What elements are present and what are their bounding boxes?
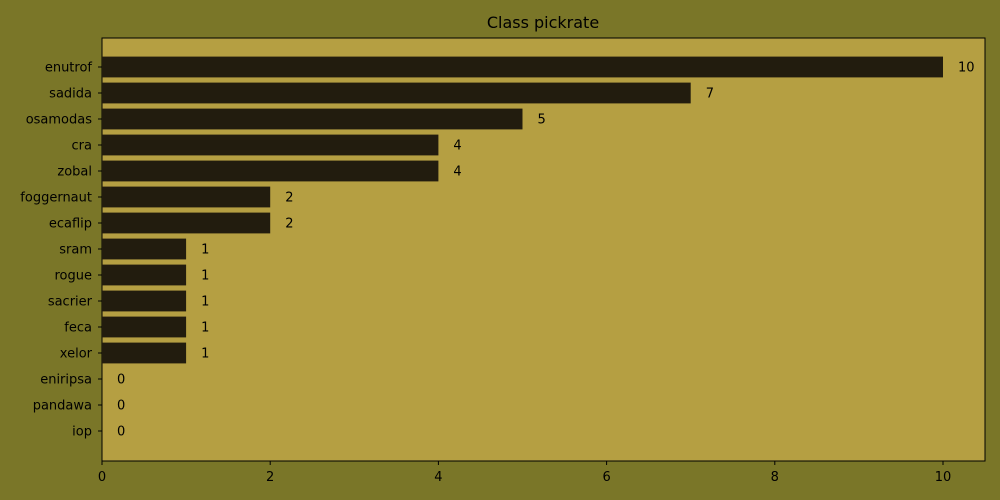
data-label-foggernaut: 2 — [285, 191, 293, 206]
y-tick-label: xelor — [60, 347, 93, 362]
y-tick-label: enutrof — [45, 61, 93, 76]
x-tick-label: 6 — [602, 470, 610, 485]
y-tick-label: eniripsa — [40, 373, 92, 388]
x-tick-label: 10 — [935, 470, 952, 485]
data-label-pandawa: 0 — [117, 399, 125, 414]
x-tick-label: 8 — [771, 470, 779, 485]
y-tick-label: sram — [59, 243, 92, 258]
bars-group — [102, 56, 943, 364]
data-label-enutrof: 10 — [958, 61, 975, 76]
data-label-cra: 4 — [453, 139, 461, 154]
bar-sram — [102, 238, 187, 260]
y-tick-label: iop — [72, 425, 92, 440]
y-axis: enutrof sadida osamodas cra zobal foggernaut e… — [20, 61, 102, 440]
y-tick-label: pandawa — [33, 399, 92, 414]
y-tick-label: cra — [72, 139, 92, 154]
y-tick-label: sacrier — [48, 295, 93, 310]
chart-title: Class pickrate — [487, 13, 599, 32]
bar-enutrof — [102, 56, 943, 78]
y-tick-label: ecaflip — [49, 217, 92, 232]
bar-osamodas — [102, 108, 523, 130]
bar-feca — [102, 316, 187, 338]
bar-sadida — [102, 82, 691, 104]
bar-rogue — [102, 264, 187, 286]
data-label-xelor: 1 — [201, 347, 209, 362]
x-tick-label: 4 — [434, 470, 442, 485]
x-tick-label: 0 — [98, 470, 106, 485]
data-label-iop: 0 — [117, 425, 125, 440]
x-axis: 0 2 4 6 8 10 — [98, 461, 951, 485]
data-label-feca: 1 — [201, 321, 209, 336]
bar-sacrier — [102, 290, 187, 312]
data-label-zobal: 4 — [453, 165, 461, 180]
y-tick-label: osamodas — [26, 113, 93, 128]
bar-xelor — [102, 342, 187, 364]
data-label-eniripsa: 0 — [117, 373, 125, 388]
y-tick-label: zobal — [57, 165, 92, 180]
data-label-sacrier: 1 — [201, 295, 209, 310]
bar-foggernaut — [102, 186, 271, 208]
data-label-ecaflip: 2 — [285, 217, 293, 232]
bar-zobal — [102, 160, 439, 182]
y-tick-label: feca — [64, 321, 92, 336]
y-tick-label: rogue — [54, 269, 92, 284]
y-tick-label: foggernaut — [20, 191, 92, 206]
y-tick-label: sadida — [49, 87, 92, 102]
data-label-rogue: 1 — [201, 269, 209, 284]
data-label-sadida: 7 — [706, 87, 714, 102]
x-tick-label: 2 — [266, 470, 274, 485]
bar-ecaflip — [102, 212, 271, 234]
data-label-osamodas: 5 — [538, 113, 546, 128]
plot-area — [101, 37, 986, 462]
bar-cra — [102, 134, 439, 156]
data-label-sram: 1 — [201, 243, 209, 258]
